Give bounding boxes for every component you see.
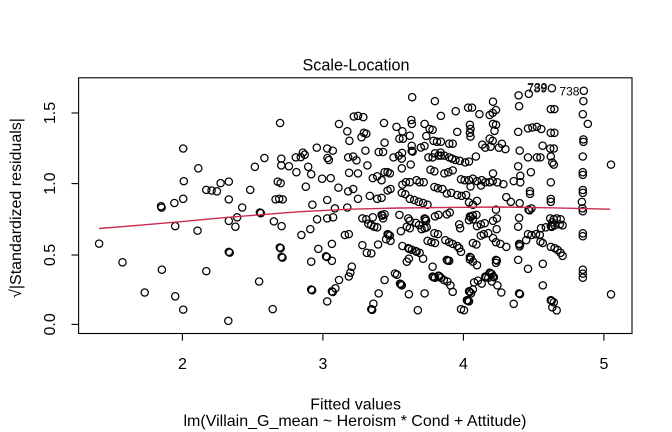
svg-text:Scale-Location: Scale-Location (302, 56, 409, 74)
svg-text:0.0: 0.0 (42, 313, 59, 335)
svg-text:1.5: 1.5 (42, 102, 59, 124)
svg-text:789: 789 (527, 82, 547, 96)
svg-text:1.0: 1.0 (42, 172, 59, 194)
svg-text:739: 739 (527, 81, 547, 95)
svg-text:lm(Villain_G_mean ~ Heroism *: lm(Villain_G_mean ~ Heroism * Cond + Att… (184, 413, 527, 430)
svg-text:738: 738 (559, 84, 579, 98)
svg-text:Fitted values: Fitted values (310, 396, 401, 413)
svg-text:2: 2 (178, 356, 187, 373)
svg-text:0.5: 0.5 (42, 244, 59, 266)
svg-text:5: 5 (599, 356, 608, 373)
svg-text:√|Standardized residuals|: √|Standardized residuals| (8, 118, 25, 298)
svg-text:4: 4 (459, 356, 468, 373)
svg-text:3: 3 (318, 356, 327, 373)
